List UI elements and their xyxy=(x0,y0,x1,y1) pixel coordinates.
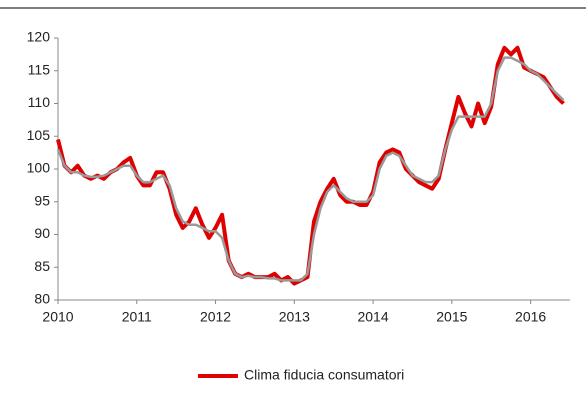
x-tick-label: 2015 xyxy=(436,309,467,325)
legend-label: Clima fiducia consumatori xyxy=(244,367,404,383)
x-tick-label: 2016 xyxy=(515,309,546,325)
x-tick-label: 2012 xyxy=(200,309,231,325)
y-tick-label: 100 xyxy=(27,160,51,176)
series-line xyxy=(56,56,565,282)
x-tick-label: 2013 xyxy=(279,309,310,325)
x-tick-label: 2014 xyxy=(357,309,388,325)
y-tick-label: 80 xyxy=(34,291,50,307)
y-tick-label: 110 xyxy=(28,94,51,110)
y-tick-label: 120 xyxy=(27,29,51,45)
y-tick-label: 105 xyxy=(27,127,51,143)
y-tick-label: 115 xyxy=(28,61,51,77)
x-tick-label: 2011 xyxy=(122,309,152,325)
y-tick-label: 95 xyxy=(34,192,50,208)
x-tick-label: 2010 xyxy=(42,309,73,325)
y-tick-label: 90 xyxy=(34,225,50,241)
y-tick-label: 85 xyxy=(34,258,50,274)
